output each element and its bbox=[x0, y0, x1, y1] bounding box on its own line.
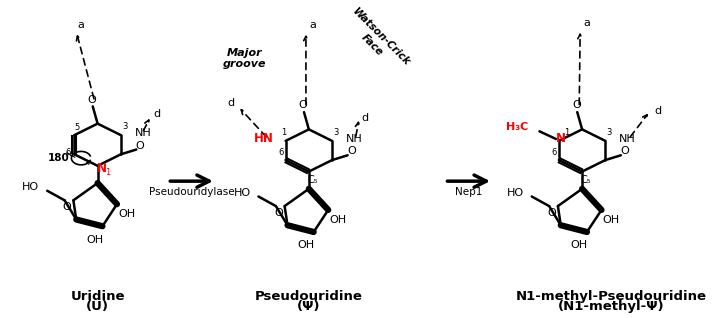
Text: 3: 3 bbox=[606, 128, 612, 137]
Text: 6: 6 bbox=[278, 148, 283, 157]
Text: (U): (U) bbox=[86, 300, 109, 313]
Text: N: N bbox=[97, 162, 107, 175]
Text: OH: OH bbox=[298, 240, 314, 250]
Text: (Ψ): (Ψ) bbox=[297, 300, 321, 313]
Text: 1: 1 bbox=[281, 128, 286, 137]
Text: Uridine: Uridine bbox=[70, 290, 125, 303]
Text: OH: OH bbox=[330, 215, 346, 225]
Text: d: d bbox=[228, 99, 235, 108]
Text: a: a bbox=[584, 18, 590, 28]
Text: HN: HN bbox=[254, 133, 274, 145]
Text: d: d bbox=[153, 109, 160, 119]
Text: 5: 5 bbox=[75, 123, 80, 132]
Text: d: d bbox=[362, 113, 369, 123]
Text: Watson-Crick
Face: Watson-Crick Face bbox=[342, 6, 412, 76]
Text: Pseudouridylase: Pseudouridylase bbox=[149, 187, 234, 197]
Text: OH: OH bbox=[118, 209, 135, 219]
Text: NH: NH bbox=[619, 134, 636, 144]
Text: C₅: C₅ bbox=[581, 175, 591, 185]
Text: Pseudouridine: Pseudouridine bbox=[255, 290, 363, 303]
Text: NH: NH bbox=[346, 134, 362, 144]
Text: HO: HO bbox=[234, 188, 250, 198]
Text: H₃C: H₃C bbox=[505, 122, 528, 133]
Text: O: O bbox=[136, 141, 144, 151]
Text: 1: 1 bbox=[105, 168, 110, 177]
Text: Nep1: Nep1 bbox=[455, 187, 482, 197]
Text: a: a bbox=[78, 20, 84, 30]
Text: N1-methyl-Pseudouridine: N1-methyl-Pseudouridine bbox=[515, 290, 706, 303]
Text: 180°: 180° bbox=[47, 153, 74, 163]
Text: Major
groove: Major groove bbox=[223, 48, 266, 69]
Text: O: O bbox=[347, 146, 356, 156]
Text: O: O bbox=[621, 146, 629, 156]
Text: O: O bbox=[547, 208, 556, 218]
Text: a: a bbox=[309, 20, 316, 30]
Text: HO: HO bbox=[23, 182, 39, 192]
Text: O: O bbox=[87, 95, 96, 105]
Text: OH: OH bbox=[603, 215, 620, 225]
Text: 3: 3 bbox=[122, 122, 128, 131]
Text: O: O bbox=[572, 100, 581, 110]
Text: O: O bbox=[274, 208, 282, 218]
Text: 3: 3 bbox=[333, 128, 338, 137]
Text: 6: 6 bbox=[551, 148, 557, 157]
Text: (N1-methyl-Ψ): (N1-methyl-Ψ) bbox=[558, 300, 664, 313]
Text: C₅: C₅ bbox=[308, 175, 318, 185]
Text: OH: OH bbox=[86, 235, 103, 245]
Text: O: O bbox=[62, 202, 71, 212]
Text: 1: 1 bbox=[564, 128, 569, 137]
Text: d: d bbox=[654, 106, 661, 116]
Text: 6: 6 bbox=[66, 148, 71, 157]
Text: OH: OH bbox=[571, 240, 588, 250]
Text: N: N bbox=[556, 133, 566, 145]
Text: O: O bbox=[298, 100, 307, 110]
Text: HO: HO bbox=[507, 188, 524, 198]
Text: NH: NH bbox=[134, 128, 151, 138]
